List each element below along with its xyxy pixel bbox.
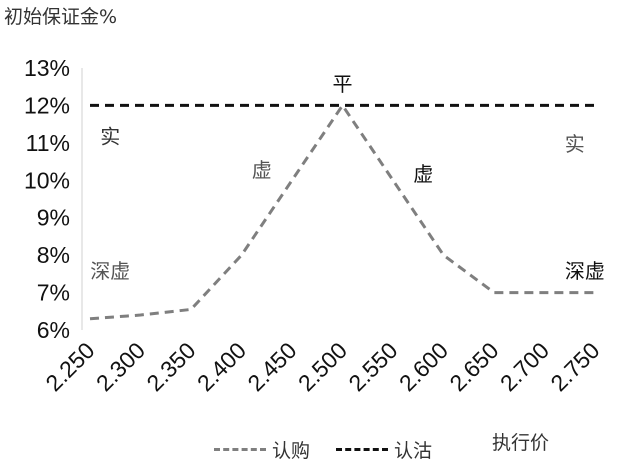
x-tick-label: 2.400 xyxy=(192,337,251,396)
x-tick-labels: 2.2502.3002.3502.4002.4502.5002.5502.600… xyxy=(40,337,604,396)
series-lines xyxy=(89,102,595,321)
annotation-label: 虚 xyxy=(413,162,433,186)
y-tick-labels: 6% 7% 8% 9% 10% 11% 12% 13% xyxy=(24,55,70,343)
y-tick-label: 8% xyxy=(37,242,70,268)
x-tick-label: 2.550 xyxy=(343,337,402,396)
x-tick-label: 2.250 xyxy=(40,337,99,396)
y-tick-label: 9% xyxy=(37,205,70,231)
legend-swatch-call xyxy=(214,448,266,451)
y-tick-label: 11% xyxy=(26,130,70,156)
x-tick-label: 2.650 xyxy=(444,337,503,396)
legend: 认购 认沽 xyxy=(214,436,458,463)
annotation-label: 实 xyxy=(565,132,585,156)
annotation-label: 实 xyxy=(100,124,120,148)
legend-swatch-put xyxy=(336,448,389,451)
x-tick-label: 2.700 xyxy=(495,337,554,396)
legend-label-call: 认购 xyxy=(272,440,311,462)
y-axis-title: 初始保证金% xyxy=(4,6,118,28)
annotations: 平实 实虚 虚深虚 深虚 xyxy=(90,72,605,283)
y-tick-label: 13% xyxy=(24,55,70,81)
legend-item-call: 认购 xyxy=(214,436,310,463)
y-tick-label: 10% xyxy=(24,167,70,193)
y-tick-label: 7% xyxy=(37,280,70,306)
annotation-label: 虚 xyxy=(252,158,272,182)
x-axis-title: 执行价 xyxy=(492,432,550,454)
y-tick-label: 6% xyxy=(37,317,70,343)
legend-label-put: 认沽 xyxy=(394,440,433,462)
x-tick-label: 2.600 xyxy=(394,337,453,396)
x-tick-label: 2.750 xyxy=(545,337,604,396)
x-tick-label: 2.300 xyxy=(91,337,150,396)
x-tick-label: 2.450 xyxy=(242,337,301,396)
x-tick-label: 2.500 xyxy=(293,337,352,396)
y-tick-label: 12% xyxy=(24,92,70,118)
legend-item-put: 认沽 xyxy=(336,436,432,463)
annotation-label: 深虚 xyxy=(90,259,130,283)
annotation-label: 深虚 xyxy=(565,259,605,283)
series-line-call xyxy=(89,102,595,321)
x-tick-label: 2.350 xyxy=(141,337,200,396)
annotation-label: 平 xyxy=(333,72,353,96)
